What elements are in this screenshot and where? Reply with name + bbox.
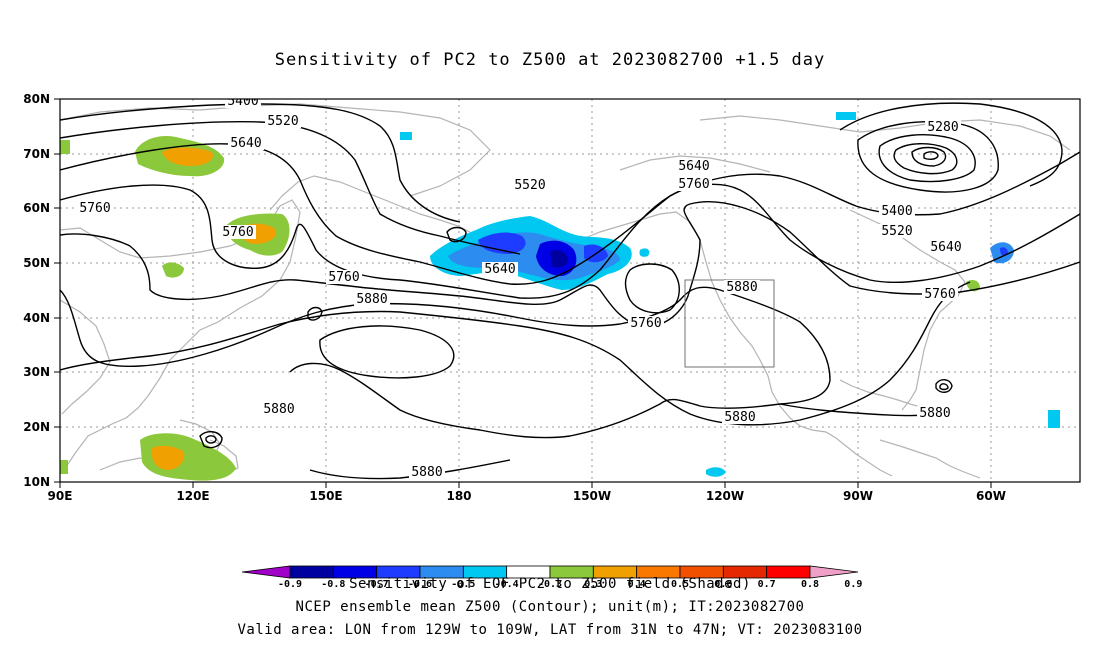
contour-label-bg (676, 159, 712, 173)
contour-label: 5760 (79, 201, 110, 216)
colorbar-max-arrow (809, 565, 859, 579)
lat-label: 30N (23, 365, 50, 379)
footer-line-2: NCEP ensemble mean Z500 (Contour); unit(… (295, 599, 805, 615)
colorbar: -0.9 -0.8 -0.7 -0.6 -0.5 -0.4 -0.3 0.3 0.4 0.5 0.6… (241, 565, 862, 590)
contour-labels: 5400 5520 5640 5760 5760 5520 5640 5760 5760 5880… (77, 94, 964, 480)
colorbar-tick-label: 0.4 (628, 579, 646, 590)
lon-label: 150W (573, 489, 611, 503)
contour-label: 5640 (484, 262, 515, 277)
contour-label-bg (354, 292, 390, 306)
contour-label: 5880 (411, 465, 442, 480)
contour-label: 5880 (356, 292, 387, 307)
lon-label: 60W (976, 489, 1006, 503)
contour-label-bg (409, 465, 445, 479)
colorbar-tick-label: -0.9 (278, 579, 302, 590)
contour-label: 5760 (678, 177, 709, 192)
contour-label-bg (879, 204, 915, 218)
contour-label: 5640 (930, 240, 961, 255)
contour-label: 5520 (514, 178, 545, 193)
colorbar-tick-label: -0.4 (495, 579, 519, 590)
contour-label: 5760 (328, 270, 359, 285)
contour-label-bg (220, 225, 256, 239)
footer-line-3: Valid area: LON from 129W to 109W, LAT f… (237, 622, 863, 638)
contour-label: 5880 (724, 410, 755, 425)
lon-label: 120W (706, 489, 744, 503)
lat-label: 50N (23, 256, 50, 270)
contour-label: 5760 (630, 316, 661, 331)
colorbar-tick-label: 0.9 (844, 579, 862, 590)
contour-label-bg (922, 287, 958, 301)
contour-label-bg (925, 120, 961, 134)
lon-label: 120E (176, 489, 209, 503)
colorbar-tick-label: 0.5 (671, 579, 689, 590)
colorbar-tick-label: 0.7 (758, 579, 776, 590)
contour-label: 5880 (919, 406, 950, 421)
contour-label: 5280 (927, 120, 958, 135)
contour-label-bg (261, 402, 297, 416)
lat-label: 70N (23, 147, 50, 161)
lat-label: 80N (23, 92, 50, 106)
lon-label: 90E (48, 489, 73, 503)
lat-label: 10N (23, 475, 50, 489)
axis-ticks (54, 98, 992, 488)
chart-title: Sensitivity of PC2 to Z500 at 2023082700… (274, 50, 826, 70)
contour-label: 5400 (881, 204, 912, 219)
contour-label: 5880 (726, 280, 757, 295)
contour-label-bg (917, 406, 953, 420)
contour-label: 5760 (222, 225, 253, 240)
contour-label: 5640 (678, 159, 709, 174)
lat-label: 20N (23, 420, 50, 434)
contour-label: 5760 (924, 287, 955, 302)
lat-label: 60N (23, 201, 50, 215)
lon-label: 90W (843, 489, 873, 503)
colorbar-tick-label: 0.6 (714, 579, 732, 590)
contour-label-bg (512, 178, 548, 192)
colorbar-tick-label: -0.6 (408, 579, 432, 590)
contour-label-bg (482, 262, 518, 276)
colorbar-tick-label: -0.5 (451, 579, 475, 590)
contour-label-bg (928, 240, 964, 254)
colorbar-tick-label: -0.8 (321, 579, 345, 590)
sensitivity-shading (60, 112, 1060, 481)
contour-label: 5880 (263, 402, 294, 417)
map-frame (59, 98, 1081, 483)
contour-label-bg (879, 224, 915, 238)
contour-label-bg (722, 410, 758, 424)
contour-label-bg (326, 270, 362, 284)
contour-label-bg (77, 201, 113, 215)
lon-label: 150E (309, 489, 342, 503)
lat-label: 40N (23, 311, 50, 325)
contour-label-bg (265, 114, 301, 128)
contour-label-bg (676, 177, 712, 191)
colorbar-tick-label: 0.8 (801, 579, 819, 590)
contour-label: 5520 (267, 114, 298, 129)
colorbar-tick-label: -0.7 (365, 579, 389, 590)
colorbar-tick-label: 0.3 (584, 579, 602, 590)
lon-label: 180 (446, 489, 471, 503)
contour-label: 5640 (230, 136, 261, 151)
colorbar-tick-label: -0.3 (538, 579, 562, 590)
contour-label-bg (225, 99, 261, 108)
contour-label-bg (628, 316, 664, 330)
contour-label: 5520 (881, 224, 912, 239)
latitude-labels: 80N 70N 60N 50N 40N 30N 20N 10N (23, 92, 50, 489)
footer-line-1: Sensitivity of EOF PC2 to Z500 field (Sh… (349, 576, 751, 592)
longitude-labels: 90E 120E 150E 180 150W 120W 90W 60W (48, 489, 1006, 503)
contour-label: 5400 (227, 94, 258, 109)
contour-label-bg (724, 280, 760, 294)
contour-label-bg (228, 136, 264, 150)
